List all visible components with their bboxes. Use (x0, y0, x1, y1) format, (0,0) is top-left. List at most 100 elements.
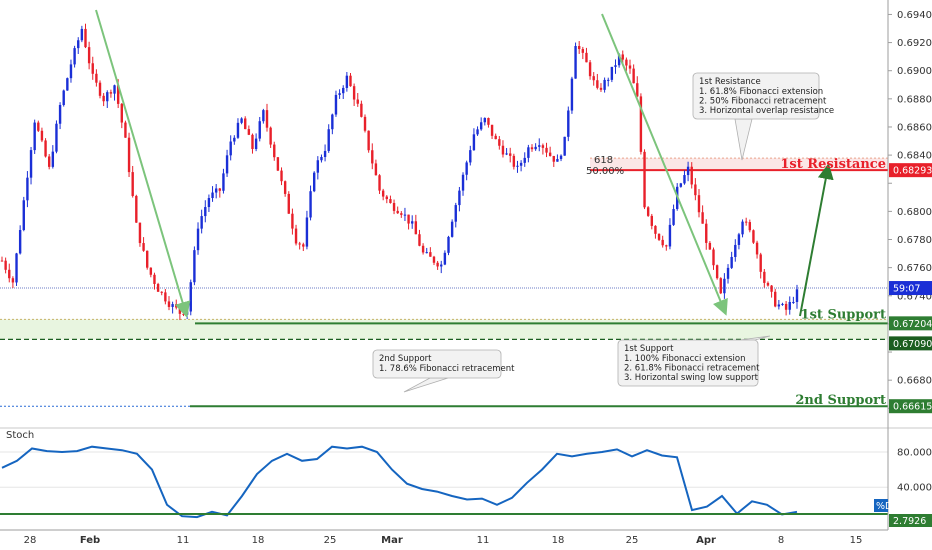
candle-body (178, 307, 182, 314)
candle-body (269, 127, 272, 145)
candle-body (679, 183, 683, 187)
candle-body (734, 244, 737, 257)
candle-body (113, 85, 116, 94)
callout-box (692, 72, 820, 120)
candle-body (251, 134, 254, 150)
candle-body (135, 195, 138, 223)
time-tick-label: Apr (696, 535, 716, 546)
projection-arrow (799, 163, 834, 317)
candle-body (95, 73, 98, 83)
candle-body (175, 304, 178, 308)
candle-body (792, 301, 795, 303)
candle-body (458, 190, 461, 206)
candle-body (454, 205, 457, 222)
candles-layer (0, 23, 799, 321)
candle-body (0, 260, 4, 262)
candle-body (639, 96, 643, 152)
candle-body (490, 124, 494, 136)
candle-body (494, 135, 497, 140)
stoch-title: Stoch (6, 430, 34, 441)
candle-body (106, 92, 109, 102)
candle-body (211, 192, 214, 199)
candle-body (614, 65, 617, 67)
candle-body (80, 28, 84, 41)
candle-body (58, 105, 62, 124)
candle-body (233, 137, 236, 142)
stoch-last-tag: 2.7926 (893, 516, 926, 527)
candle-body (196, 228, 200, 251)
candle-body (708, 242, 712, 250)
candle-body (116, 85, 120, 104)
support-2-price-tag-bg (889, 399, 932, 414)
candle-body (592, 76, 595, 81)
support-1-price-tag: 0.67204 (893, 319, 932, 330)
candle-body (610, 66, 614, 80)
candle-body (759, 254, 762, 272)
candle-body (29, 150, 33, 178)
candle-body (374, 163, 378, 176)
candle-body (127, 137, 131, 173)
candle-body (218, 188, 222, 191)
candle-body (683, 175, 686, 184)
callout-title: 1st Resistance (699, 77, 761, 87)
candle-body (66, 78, 69, 91)
zones-layer (0, 158, 888, 340)
callout-line: 1. 78.6% Fibonacci retracement (379, 364, 515, 374)
candle-body (156, 283, 160, 292)
candle-body (577, 46, 581, 50)
candle-body (407, 214, 410, 224)
candle-body (283, 181, 287, 194)
last-price-tag-bg (889, 281, 932, 296)
candle-body (418, 234, 421, 246)
resistance-price-tag-bg (889, 163, 932, 178)
candle-body (596, 80, 599, 88)
candle-body (182, 313, 185, 315)
candle-body (697, 195, 701, 213)
candle-body (661, 239, 664, 246)
candle-body (694, 184, 697, 196)
candle-body (744, 221, 748, 223)
candle-body (581, 49, 585, 53)
candle-body (636, 83, 639, 97)
candle-body (487, 118, 490, 125)
candle-body (225, 155, 229, 174)
candle-body (327, 129, 330, 151)
candle-body (548, 152, 552, 156)
candle-body (102, 95, 105, 102)
candle-body (189, 282, 192, 312)
candle-body (214, 188, 218, 193)
candle-body (160, 291, 163, 293)
callout-line: 3. Horizontal swing low support (624, 373, 759, 383)
candle-body (312, 172, 316, 192)
callout-title: 2nd Support (379, 354, 432, 364)
stoch-legend-bg (874, 499, 888, 512)
candle-body (302, 244, 305, 247)
candle-body (371, 150, 374, 164)
candle-body (316, 160, 320, 173)
candle-body (276, 157, 280, 171)
candle-body (665, 245, 668, 247)
candle-body (465, 162, 468, 175)
candle-body (342, 87, 345, 94)
candle-body (461, 174, 465, 191)
candle-body (69, 64, 73, 79)
stoch-tick-label: 40.0000 (897, 483, 932, 494)
candle-body (37, 122, 40, 131)
candle-body (574, 46, 577, 79)
candle-body (795, 289, 799, 302)
candle-body (171, 304, 174, 307)
candle-body (646, 207, 650, 216)
candle-body (236, 122, 240, 138)
candle-body (15, 253, 18, 283)
last-price-tag: 59:07 (893, 284, 920, 295)
callout-line: 3. Horizontal overlap resistance (699, 106, 834, 116)
level-lines-layer (0, 157, 888, 408)
callout-line: 2. 50% Fibonacci retracement (699, 97, 827, 107)
candle-body (476, 129, 479, 135)
